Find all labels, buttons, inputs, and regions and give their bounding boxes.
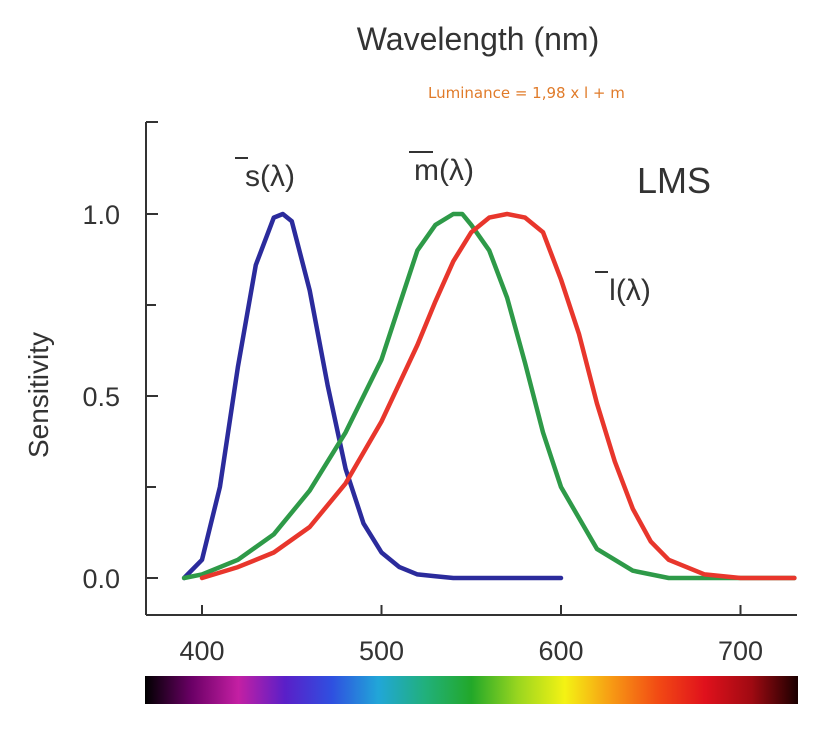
series-label-l: l(λ) — [609, 274, 651, 307]
x-tick-label: 400 — [179, 636, 224, 666]
x-tick-label: 700 — [718, 636, 763, 666]
axes — [145, 121, 797, 616]
series-label-s: s(λ) — [245, 160, 295, 193]
x-tick-label: 600 — [538, 636, 583, 666]
y-axis-title: Sensitivity — [23, 332, 54, 458]
ticks: 0.0 0.5 1.0 400 500 600 700 — [82, 200, 763, 666]
chart-labels: Wavelength (nm) Sensitivity LMS s(λ) m(λ) l(λ… — [23, 21, 711, 458]
x-axis-title: Wavelength (nm) — [357, 21, 599, 57]
x-tick-label: 500 — [359, 636, 404, 666]
luminance-note: Luminance = 1,98 x l + m — [428, 84, 625, 102]
y-tick-label: 0.0 — [82, 564, 120, 594]
spectrum-bar — [145, 676, 798, 704]
chart-title: LMS — [637, 160, 711, 201]
series-lines — [181, 211, 797, 581]
series-label-m: m(λ) — [414, 154, 474, 187]
series-line-m — [181, 211, 797, 581]
series-line-s — [181, 211, 564, 581]
series-line-l — [199, 211, 797, 581]
y-tick-label: 1.0 — [82, 200, 120, 230]
y-tick-label: 0.5 — [82, 382, 120, 412]
